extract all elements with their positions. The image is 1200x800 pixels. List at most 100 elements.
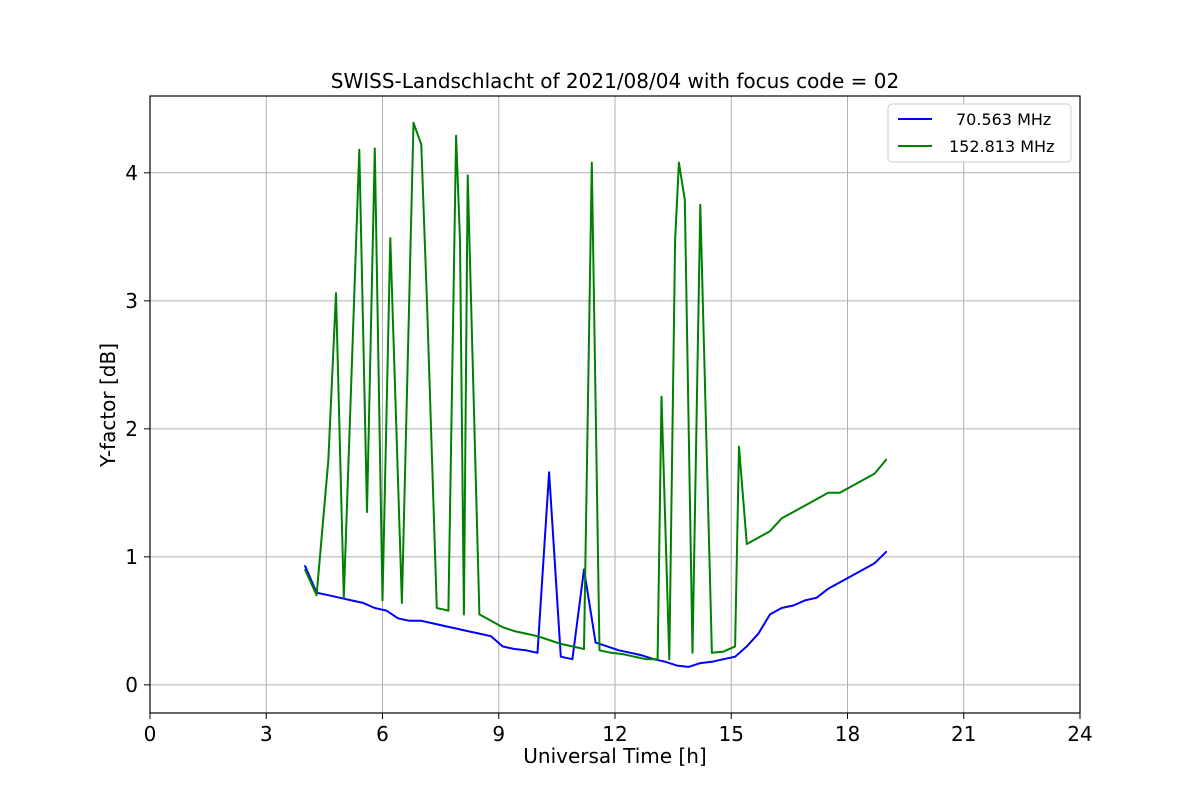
data-point-series-2 [304,568,306,571]
data-point-series-1 [769,613,771,616]
data-point-series-1 [606,645,609,648]
data-point-series-1 [466,630,469,632]
data-point-series-2 [722,650,725,653]
data-point-series-2 [436,607,438,609]
x-tick-label: 0 [144,722,157,746]
data-point-series-2 [591,161,593,164]
data-point-series-1 [815,597,818,599]
series-layer [304,121,888,668]
data-point-series-2 [478,613,481,616]
data-point-series-1 [443,625,446,627]
data-point-series-1 [734,655,736,658]
data-point-series-1 [374,607,376,609]
data-point-series-1 [478,632,481,635]
data-point-series-2 [678,161,680,164]
data-point-series-1 [560,655,562,658]
data-point-series-1 [885,550,888,553]
chart-title: SWISS-Landschlacht of 2021/08/04 with fo… [331,69,899,93]
data-point-series-2 [780,517,783,520]
data-point-series-1 [862,568,864,571]
data-point-series-1 [711,661,713,663]
data-point-series-2 [792,511,795,513]
data-point-series-2 [622,653,624,655]
data-point-series-2 [548,639,550,641]
data-point-series-1 [641,654,643,657]
x-axis-label: Universal Time [h] [523,744,706,768]
data-point-series-2 [513,630,516,632]
data-point-series-1 [618,649,620,652]
y-tick-label: 3 [125,289,138,313]
data-point-series-2 [315,594,318,596]
data-point-series-1 [746,645,748,648]
data-point-series-2 [466,174,469,177]
data-point-series-1 [490,635,492,637]
data-point-series-1 [780,607,783,609]
data-point-series-1 [571,658,574,660]
data-point-series-2 [327,460,330,462]
data-point-series-2 [699,204,702,206]
data-point-series-2 [804,504,806,507]
data-point-series-1 [432,622,434,625]
data-point-series-1 [873,562,876,564]
x-tick-label: 3 [260,722,273,746]
data-point-series-1 [839,581,841,584]
data-point-series-1 [850,575,853,577]
data-point-series-2 [366,511,368,513]
data-point-series-2 [358,149,361,151]
y-tick-label: 0 [125,673,138,697]
data-point-series-2 [691,652,694,654]
legend-box [887,103,1072,163]
data-point-series-2 [610,652,612,654]
x-tick-label: 15 [719,722,744,746]
data-point-series-2 [815,498,818,501]
data-point-series-1 [350,599,353,602]
data-point-series-2 [447,609,450,612]
data-point-series-2 [583,648,585,650]
data-point-series-2 [343,597,345,599]
x-tick-label: 12 [602,722,627,746]
data-point-series-1 [687,666,690,668]
x-tick-label: 24 [1067,722,1092,746]
data-point-series-1 [339,597,341,599]
data-point-series-2 [873,472,876,475]
data-point-series-2 [827,492,829,494]
data-point-series-1 [408,620,411,622]
data-point-series-2 [525,632,527,635]
data-point-series-1 [501,645,504,648]
x-tick-label: 6 [376,722,389,746]
data-point-series-2 [757,536,760,539]
y-tick-label: 2 [125,417,138,441]
legend-label-series-2: 152.813 MHz [949,137,1054,156]
data-point-series-2 [645,658,647,660]
data-point-series-2 [459,239,461,242]
data-point-series-2 [560,643,562,645]
data-point-series-1 [304,565,306,567]
data-point-series-1 [594,641,597,644]
legend-label-series-1: 70.563 MHz [956,110,1051,129]
data-point-series-1 [804,599,806,602]
data-point-series-2 [401,602,403,604]
data-point-series-2 [711,652,713,654]
data-point-series-2 [674,239,676,242]
data-point-series-1 [664,661,667,663]
data-point-series-2 [426,305,428,307]
data-point-series-1 [792,604,795,607]
x-tick-label: 9 [492,722,505,746]
data-point-series-1 [327,594,330,596]
data-point-series-1 [676,664,678,667]
data-point-series-2 [769,530,771,532]
data-point-series-2 [420,143,423,146]
data-point-series-1 [629,652,632,654]
data-point-series-2 [374,147,376,150]
data-point-series-1 [757,632,760,635]
data-point-series-2 [660,396,663,398]
data-point-series-2 [656,658,659,660]
data-point-series-2 [389,237,392,239]
x-tick-label: 18 [835,722,860,746]
data-point-series-2 [335,292,337,294]
data-point-series-2 [734,645,736,648]
data-point-series-2 [412,122,415,124]
data-point-series-2 [490,620,492,622]
data-point-series-2 [455,134,457,137]
